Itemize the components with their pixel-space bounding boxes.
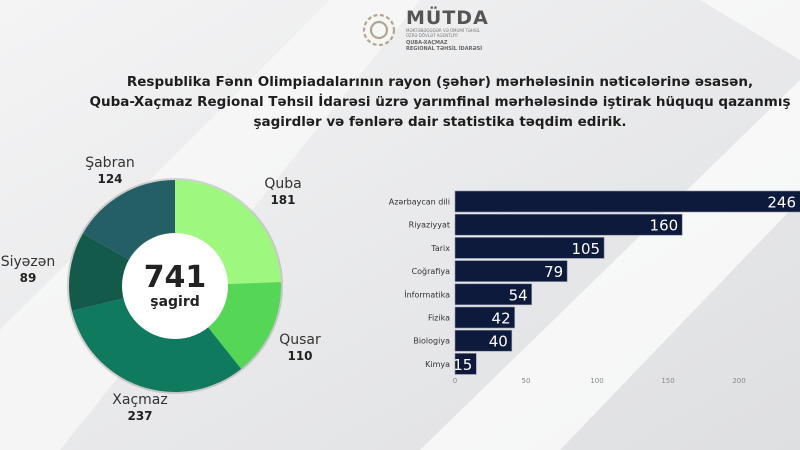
label-value: 110: [287, 349, 313, 363]
x-tick-label: 150: [661, 377, 674, 385]
x-tick-label: 200: [732, 377, 745, 385]
bar-category-label: Riyaziyyat: [409, 221, 450, 230]
title-line-1: Respublika Fənn Olimpiadalarının rayon (…: [126, 74, 754, 90]
title-line-2: Quba-Xaçmaz Regional Təhsil İdarəsi üzrə…: [89, 94, 791, 110]
label-value: 89: [19, 271, 37, 285]
bar-category-label: İnformatika: [404, 289, 450, 299]
bar-value-label: 160: [650, 217, 679, 235]
logo-subtitle: MƏKTƏBƏQƏDƏR VƏ ÜMUMİ TƏHSİL ÜZRƏ DÖVLƏT…: [406, 28, 480, 38]
logo-region-1: QUBA-XAÇMAZ: [406, 40, 448, 46]
label-name: Siyəzən: [0, 254, 56, 270]
label-siyezen: Siyəzən 89: [1, 254, 56, 286]
label-name: Xaçmaz: [112, 392, 168, 408]
label-name: Şabran: [85, 155, 135, 171]
x-tick-label: 50: [522, 377, 531, 385]
logo-emblem-icon: [362, 13, 396, 47]
label-qusar: Qusar 110: [279, 332, 321, 364]
label-value: 124: [97, 172, 123, 186]
bar-category-label: Biologiya: [413, 337, 450, 346]
mutda-logo: MÜTDA MƏKTƏBƏQƏDƏR VƏ ÜMUMİ TƏHSİL ÜZRƏ …: [358, 8, 489, 52]
bar-category-label: Coğrafiya: [412, 267, 451, 276]
bar-category-label: Tarix: [430, 244, 450, 253]
page-title: Respublika Fənn Olimpiadalarının rayon (…: [60, 72, 800, 132]
logo-name: MÜTDA: [406, 7, 489, 29]
label-name: Qusar: [279, 332, 321, 348]
label-xacmaz: Xaçmaz 237: [112, 392, 167, 424]
bar-5: [454, 306, 515, 329]
donut-hole: [122, 233, 228, 339]
bar-category-label: Azərbaycan dili: [389, 198, 450, 207]
donut-center: 741 şagird: [143, 260, 207, 311]
logo-region-2: REGIONAL TƏHSİL İDARƏSİ: [406, 46, 483, 52]
total-count: 741: [143, 260, 207, 295]
bar-category-label: Fizika: [428, 314, 450, 323]
label-value: 181: [270, 193, 296, 207]
label-quba: Quba 181: [264, 176, 301, 208]
label-value: 237: [127, 409, 153, 423]
bar-value-label: 40: [489, 333, 508, 351]
bar-value-label: 246: [767, 194, 796, 212]
bar-3: [454, 260, 568, 282]
bar-2: [454, 237, 605, 259]
label-sabran: Şabran 124: [85, 155, 135, 187]
label-name: Quba: [264, 176, 302, 192]
bar-category-label: Kimya: [425, 360, 450, 369]
bar-value-label: 54: [509, 286, 528, 304]
donut-slice-xaçmaz: [71, 286, 242, 392]
bar-value-label: 105: [571, 240, 600, 258]
x-tick-label: 0: [453, 377, 457, 385]
bar-7: [454, 353, 477, 375]
bar-value-label: 15: [453, 356, 472, 374]
bar-1: [454, 213, 683, 236]
x-tick-label: 100: [590, 377, 603, 385]
total-unit: şagird: [150, 294, 200, 310]
bar-value-label: 79: [544, 263, 563, 281]
bar-4: [454, 283, 532, 306]
title-line-3: şagirdlər və fənlərə dair statistika təq…: [253, 114, 627, 130]
bar-0: [454, 190, 800, 213]
bar-value-label: 42: [492, 310, 511, 328]
bar-6: [454, 329, 513, 352]
